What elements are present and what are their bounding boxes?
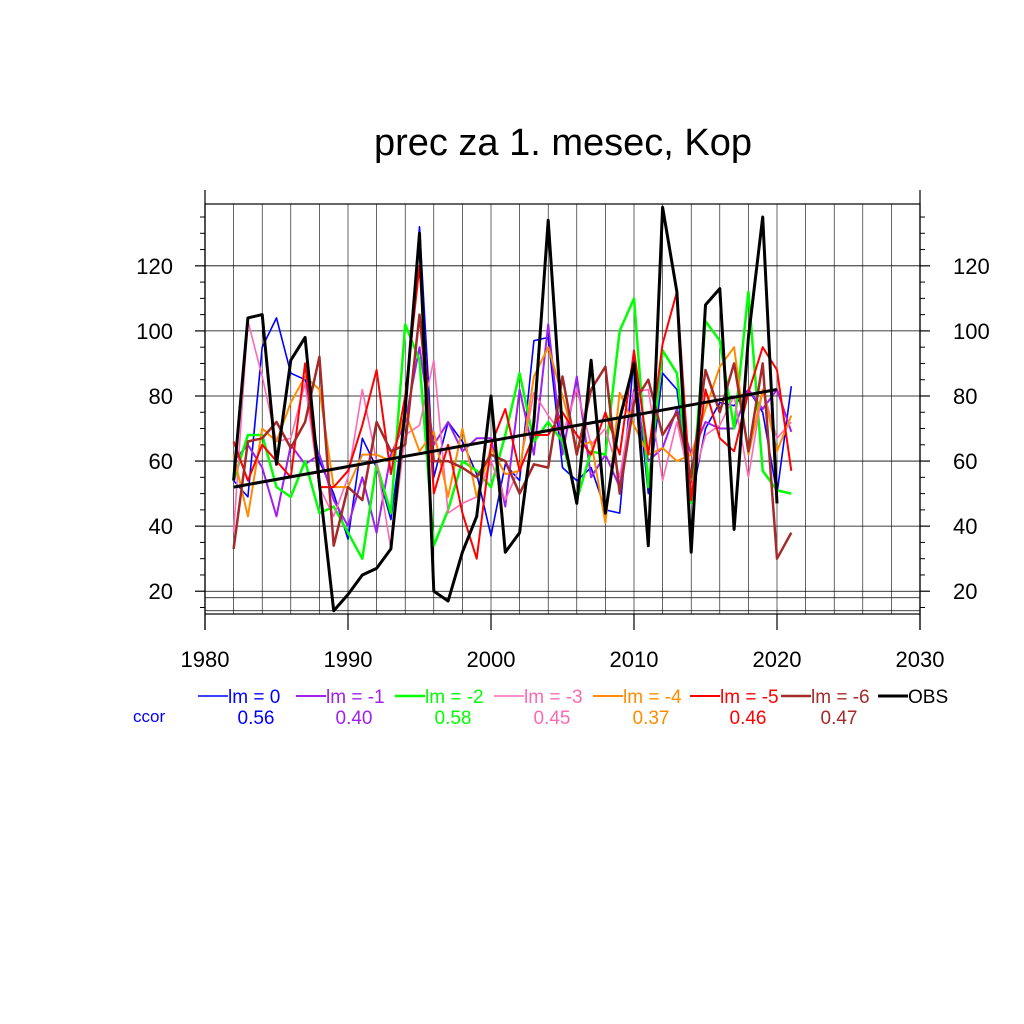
ccor-value: 0.58 [435, 708, 472, 729]
ccor-value: 0.45 [534, 708, 571, 729]
y-tick-label-right: 40 [953, 514, 977, 539]
series-line-lm-0-0 [232, 226, 793, 540]
y-tick-label: 40 [149, 514, 173, 539]
y-tick-label: 20 [149, 579, 173, 604]
y-tick-label-right: 120 [953, 254, 990, 279]
legend-entry: lm = 0 [228, 687, 280, 708]
ccor-value: 0.37 [633, 708, 670, 729]
y-tick-label-right: 100 [953, 319, 990, 344]
x-tick-label: 2010 [610, 647, 659, 672]
x-tick-label: 2020 [753, 647, 802, 672]
legend-entry: lm = -1 [326, 687, 385, 708]
ccor-value: 0.56 [238, 708, 275, 729]
legend-entry: lm = -4 [623, 687, 682, 708]
ccor-value: 0.46 [730, 708, 767, 729]
x-tick-label: 1980 [181, 647, 230, 672]
series-line-obs-7 [232, 205, 779, 613]
legend-entry: lm = -5 [720, 687, 779, 708]
x-tick-label: 1990 [324, 647, 373, 672]
ccor-value: 0.40 [336, 708, 373, 729]
legend-entry: lm = -6 [811, 687, 870, 708]
y-tick-label: 80 [149, 384, 173, 409]
ccor-value: 0.47 [821, 708, 858, 729]
ccor-label: ccor [133, 707, 165, 726]
y-tick-label: 120 [136, 254, 173, 279]
series-line-lm-5-5 [232, 264, 793, 560]
chart-title: prec za 1. mesec, Kop [373, 122, 753, 164]
y-tick-label: 100 [136, 319, 173, 344]
x-tick-label: 2030 [896, 647, 945, 672]
y-tick-label: 60 [149, 449, 173, 474]
series-line-lm-3-3 [232, 320, 792, 550]
y-tick-label-right: 60 [953, 449, 977, 474]
trend-line [233, 387, 778, 489]
legend-entry: lm = -3 [524, 687, 583, 708]
legend-entry: lm = -2 [425, 687, 484, 708]
x-tick-label: 2000 [467, 647, 516, 672]
legend-entry: OBS [908, 687, 948, 708]
y-tick-label-right: 20 [953, 579, 977, 604]
y-tick-label-right: 80 [953, 384, 977, 409]
